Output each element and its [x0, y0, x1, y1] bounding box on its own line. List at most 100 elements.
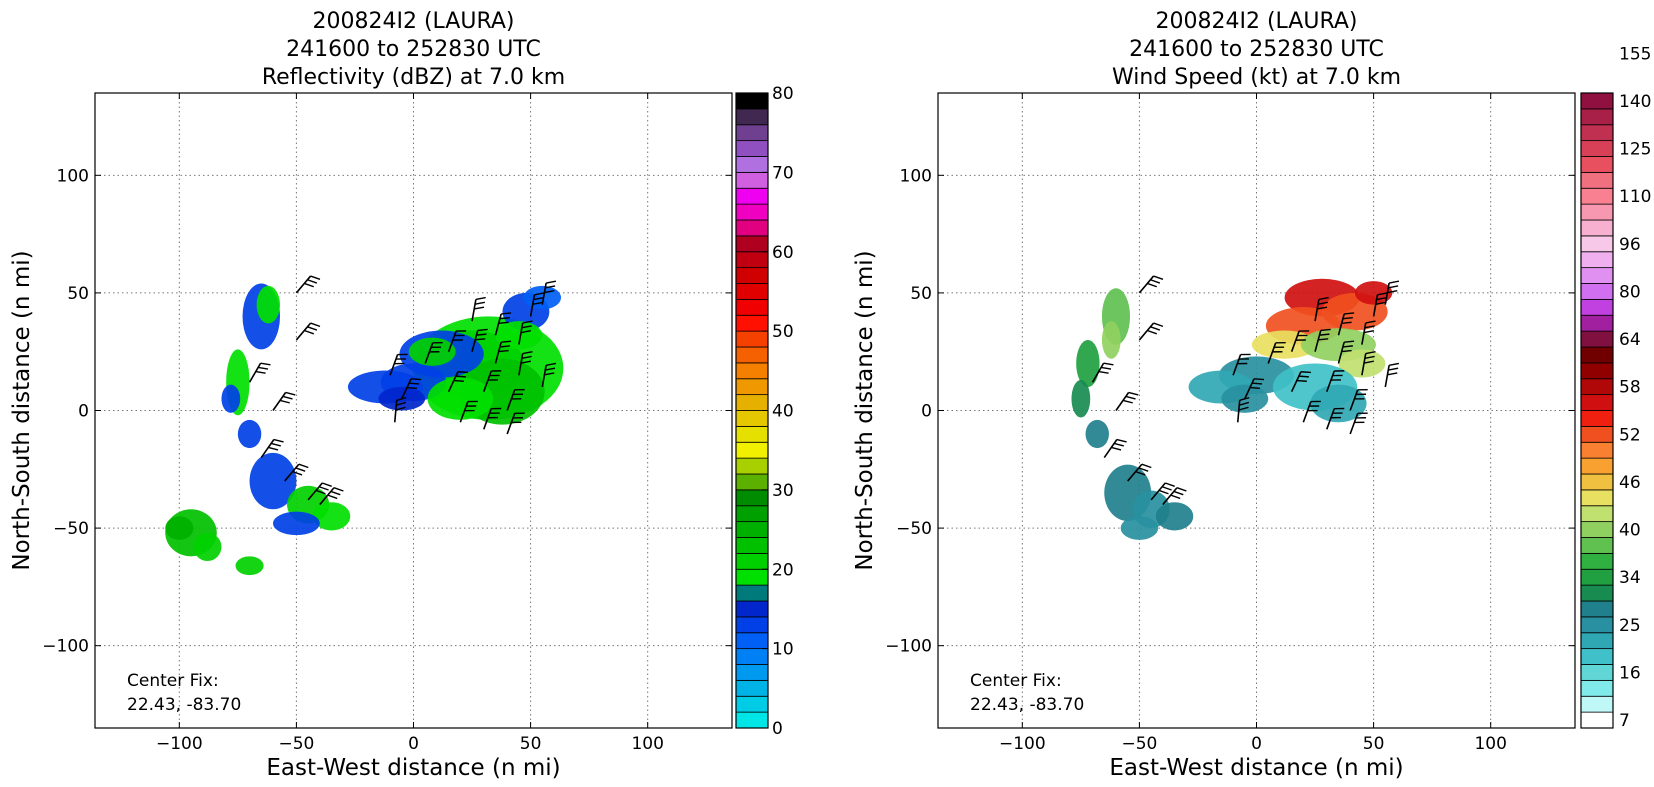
wind-barb-feather [1365, 351, 1376, 355]
wind-barb-feather [1249, 386, 1261, 390]
colorbar-cell [735, 156, 769, 173]
wind-barb-feather [1135, 470, 1146, 476]
colorbar-cell [735, 362, 769, 380]
wind-barb-feather [268, 446, 279, 451]
wind-barb-feather [408, 382, 420, 385]
wind-barb [506, 413, 516, 435]
colorbar-cell [735, 251, 769, 269]
wind-barb-feather [333, 487, 344, 492]
wind-barb-feather [1317, 301, 1328, 305]
colorbar-tick-label: 34 [1619, 568, 1641, 588]
wind-barb-feather [520, 360, 531, 364]
wind-barb-feather [544, 372, 555, 376]
wind-barb [447, 330, 457, 352]
wind-barb [1337, 313, 1345, 336]
wind-barb [541, 282, 547, 305]
colorbar-cell [1580, 298, 1614, 316]
wind-barb-feather [533, 296, 544, 301]
echo-blob [1155, 502, 1194, 531]
wind-barb-feather [1363, 360, 1374, 364]
wind-barb-feather [273, 438, 284, 443]
wind-barbs [1091, 275, 1400, 506]
colorbar-cell [1580, 664, 1614, 681]
colorbar-cell [1580, 473, 1614, 491]
wind-barb-feather [455, 375, 466, 378]
wind-barb-feather [1111, 446, 1122, 451]
wind-barb-feather [1342, 316, 1353, 320]
colorbar-cell [1580, 521, 1614, 538]
colorbar-cell [735, 346, 769, 364]
colorbar-cell [735, 441, 769, 459]
wind-barb-feather [1122, 399, 1133, 404]
colorbar-cell [1580, 648, 1614, 665]
x-tick-label: −100 [156, 734, 203, 754]
wind-barb-feather [1138, 467, 1149, 472]
colorbar-cell [735, 124, 769, 142]
wind-barb [1384, 282, 1390, 305]
colorbar-tick-label: 40 [1619, 521, 1641, 541]
wind-barb-feather [474, 306, 485, 310]
colorbar-cell [735, 283, 769, 300]
colorbar-tick-label: 0 [772, 719, 783, 739]
wind-barb-feather [1176, 487, 1187, 492]
wind-barb [1290, 330, 1300, 352]
wind-barb-feather [406, 386, 418, 390]
echo-blob [237, 419, 262, 449]
wind-barb-feather [1165, 482, 1175, 487]
x-tick-label: 0 [408, 734, 419, 754]
echo-blob [1071, 379, 1091, 418]
colorbar-cell [735, 235, 769, 253]
echo-blob [165, 516, 194, 540]
wind-barb [447, 371, 459, 393]
colorbar-cell [735, 711, 769, 729]
wind-barb-feather [307, 279, 318, 284]
wind-barb [393, 400, 398, 423]
colorbar-cell [735, 171, 769, 189]
colorbar-tick-label: 96 [1619, 235, 1641, 255]
colorbar-cell [1580, 140, 1614, 157]
wind-barb-feather [395, 406, 406, 411]
wind-barb-feather [330, 490, 341, 496]
colorbar-cell [1580, 314, 1614, 332]
wind-barb [1150, 482, 1166, 501]
wind-barb-feather [532, 301, 543, 305]
colorbar-tick-label: 70 [772, 163, 794, 183]
echo-blob [1251, 330, 1318, 359]
wind-barb-feather [501, 340, 512, 343]
colorbar-cell [1580, 600, 1614, 618]
colorbar-cell [1580, 457, 1614, 475]
colorbar-cell [1580, 156, 1614, 173]
wind-barb-feather [1238, 406, 1249, 411]
wind-barb [471, 299, 477, 322]
wind-barb-feather [1317, 306, 1328, 310]
colorbar-cell [735, 616, 769, 634]
y-tick-label: −50 [896, 519, 932, 539]
colorbar-tick-label: 20 [772, 560, 794, 580]
wind-barb [1103, 439, 1118, 458]
title-line: 241600 to 252830 UTC [286, 37, 541, 62]
wind-barb-feather [298, 463, 309, 469]
colorbar-cell [735, 425, 769, 443]
colorbar-tick-label: 16 [1619, 663, 1641, 683]
wind-barb-feather [1342, 345, 1353, 348]
title-line: 200824I2 (LAURA) [313, 9, 515, 34]
wind-barb [1138, 275, 1155, 294]
colorbar-cell [1580, 425, 1614, 443]
colorbar-cell [1580, 378, 1614, 396]
echo-blob [1076, 339, 1100, 387]
wind-barb [1372, 294, 1379, 317]
wind-barb-feather [396, 396, 407, 402]
wind-barb-feather [522, 320, 533, 324]
wind-barb-feather [1101, 366, 1112, 370]
wind-barb-feather [1251, 382, 1263, 385]
colorbar-cell [735, 410, 769, 427]
wind-barb-feather [411, 378, 422, 381]
wind-barb-feather [295, 467, 306, 472]
wind-barb [494, 313, 502, 336]
colorbar-cell [1580, 537, 1614, 554]
colorbar-cell [1580, 441, 1614, 459]
colorbar-cell [735, 521, 769, 538]
x-tick-label: 0 [1251, 734, 1262, 754]
wind-barb [1127, 463, 1143, 482]
colorbar-cell [735, 298, 769, 316]
